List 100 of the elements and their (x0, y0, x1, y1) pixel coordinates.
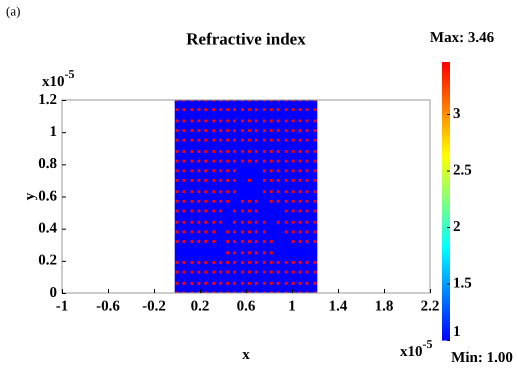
point (292, 261, 295, 264)
point (262, 108, 266, 112)
point (212, 230, 216, 234)
point (298, 108, 302, 112)
point (248, 240, 251, 243)
point (176, 108, 178, 112)
point (306, 270, 308, 274)
point (298, 230, 302, 234)
point (270, 261, 273, 264)
point (212, 150, 216, 153)
point (182, 169, 186, 172)
point (190, 150, 194, 153)
point (248, 160, 251, 163)
point (254, 210, 258, 212)
point (292, 240, 295, 243)
point (182, 261, 186, 264)
point (306, 119, 308, 122)
point (204, 108, 208, 112)
point (182, 220, 186, 224)
point (190, 190, 194, 194)
point (276, 150, 280, 153)
point (190, 138, 194, 142)
point (314, 150, 316, 153)
point (182, 138, 186, 142)
point (204, 230, 208, 234)
text: (a) (6, 3, 20, 18)
point (204, 150, 208, 153)
point (306, 240, 308, 243)
point (306, 169, 308, 172)
point (233, 169, 236, 172)
point (262, 190, 266, 194)
point (204, 119, 208, 122)
point (298, 150, 302, 153)
point (284, 150, 288, 153)
point (298, 220, 302, 224)
point (262, 150, 266, 153)
point (248, 261, 251, 264)
point (292, 190, 295, 194)
point (219, 179, 222, 182)
point (197, 282, 200, 285)
point (298, 240, 302, 243)
point (314, 200, 316, 203)
point (314, 190, 316, 194)
point (292, 179, 295, 182)
y-tick-label: 0.2 (38, 252, 57, 269)
point (182, 160, 186, 163)
x-tick-label: -0.6 (96, 298, 120, 314)
point (254, 251, 258, 254)
point (176, 282, 178, 285)
point (241, 138, 244, 142)
point (314, 108, 316, 112)
point (190, 160, 194, 163)
point (176, 119, 178, 122)
point (241, 150, 244, 153)
point (190, 210, 194, 212)
point (233, 119, 236, 122)
point (262, 119, 266, 122)
point (176, 150, 178, 153)
point (254, 138, 258, 142)
point (292, 160, 295, 163)
point (284, 129, 288, 132)
point (197, 210, 200, 212)
point (197, 270, 200, 274)
point (241, 210, 244, 212)
point (226, 169, 230, 172)
point (314, 230, 316, 234)
point (306, 138, 308, 142)
point (204, 282, 208, 285)
point (241, 282, 244, 285)
point (241, 200, 244, 203)
point (233, 138, 236, 142)
point (292, 270, 295, 274)
point (204, 179, 208, 182)
point (276, 119, 280, 122)
point (219, 119, 222, 122)
point (190, 200, 194, 203)
point (226, 129, 230, 132)
point (190, 270, 194, 274)
point (314, 261, 316, 264)
point (276, 261, 280, 264)
point (284, 179, 288, 182)
point (182, 282, 186, 285)
point (176, 190, 178, 194)
point (298, 210, 302, 212)
point (233, 282, 236, 285)
point (254, 240, 258, 243)
point (241, 160, 244, 163)
point (182, 200, 186, 203)
point (262, 169, 266, 172)
point (219, 210, 222, 212)
point (212, 119, 216, 122)
point (248, 129, 251, 132)
point (190, 108, 194, 112)
point (284, 282, 288, 285)
point (241, 220, 244, 224)
point (197, 108, 200, 112)
point (298, 119, 302, 122)
point (306, 210, 308, 212)
point (254, 150, 258, 153)
point (197, 179, 200, 182)
